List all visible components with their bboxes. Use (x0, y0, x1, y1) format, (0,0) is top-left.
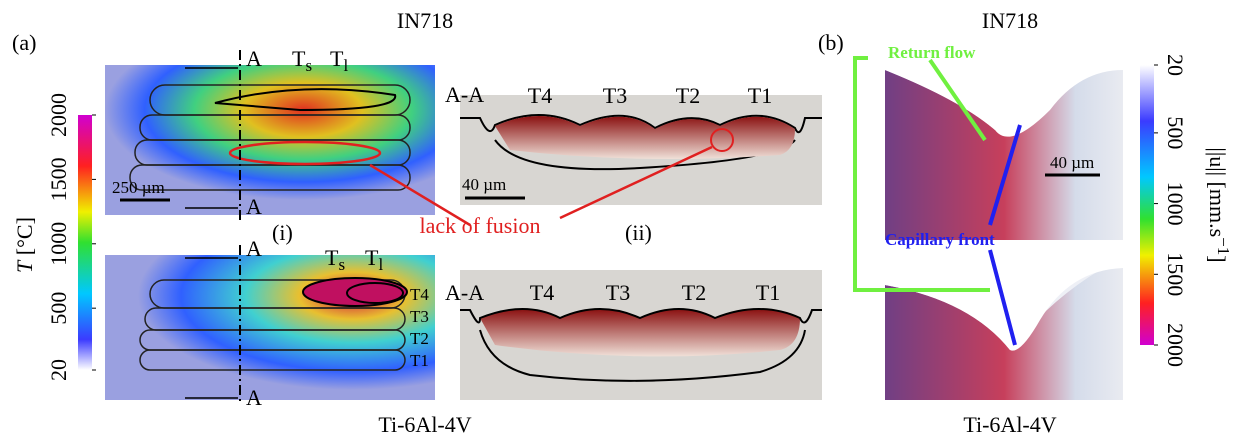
track-label: T2 (682, 280, 706, 305)
return-flow-arrow (853, 56, 990, 292)
isotherm-label: Tl (365, 245, 383, 274)
melt-pool (495, 116, 795, 159)
colorbar-tick-label: 1500 (46, 157, 71, 201)
layer-label: T1 (410, 351, 429, 370)
panel-label: (a) (12, 30, 36, 55)
title: IN718 (397, 8, 453, 33)
flow-field (885, 265, 1123, 400)
colorbar (78, 115, 92, 370)
annotation: Return flow (888, 43, 976, 62)
scale-label: 40 µm (1050, 153, 1094, 172)
title: IN718 (982, 8, 1038, 33)
arrows (185, 67, 238, 209)
colorbar-label: ||u|| [mm.s−1] (1205, 147, 1233, 262)
track-label: T2 (676, 83, 700, 108)
track-label: T4 (528, 83, 552, 108)
section-label: A (246, 236, 262, 261)
isotherm-label: Ts (292, 46, 312, 75)
colorbar-tick-label: 1000 (1163, 182, 1188, 226)
track-label: T3 (606, 280, 630, 305)
colorbar-tick-label: 1500 (1163, 252, 1188, 296)
title: Ti-6Al-4V (963, 412, 1056, 437)
colorbar-tick-label: 2000 (1163, 323, 1188, 367)
panel-label: (b) (818, 30, 844, 55)
section-label: A (246, 385, 262, 410)
scale-label: 40 µm (462, 175, 506, 194)
highlight (228, 140, 382, 166)
scale-label: 250 µm (112, 178, 165, 197)
colorbar-tick-label: 20 (1163, 54, 1188, 76)
layer-label: T3 (410, 307, 429, 326)
colorbar-tick-label: 500 (46, 292, 71, 325)
title: Ti-6Al-4V (378, 412, 471, 437)
melt-pool (480, 309, 800, 357)
annotation-arrow (369, 145, 713, 227)
layer-label: T2 (410, 329, 429, 348)
track-label: T1 (748, 83, 772, 108)
section-label: A (246, 46, 262, 71)
section-label: A (246, 194, 262, 219)
track-label: T4 (530, 280, 554, 305)
colorbar-tick-label: 1000 (46, 222, 71, 266)
cross-section-label: A-A (445, 280, 484, 305)
colorbar-tick-label: 500 (1163, 116, 1188, 149)
track-outlines (129, 84, 411, 191)
sub-label: (ii) (625, 220, 652, 245)
track-label: T3 (603, 83, 627, 108)
arrows (185, 257, 238, 399)
colorbar-label: T [°C] (12, 217, 37, 273)
annotation: Capillary front (885, 230, 995, 249)
melt-outline (460, 308, 822, 382)
isotherm-label: Ts (325, 245, 345, 274)
cross-section-label: A-A (445, 82, 484, 107)
heat-map (105, 255, 435, 400)
colorbar-tick-label: 2000 (46, 93, 71, 137)
isotherm-label: Tl (330, 46, 348, 75)
colorbar-tick-label: 20 (46, 359, 71, 381)
colorbar (1140, 65, 1154, 345)
isotherm (346, 282, 404, 304)
capillary-arrow (988, 124, 1022, 346)
track-label: T1 (756, 280, 780, 305)
highlight (710, 128, 734, 152)
isotherm (302, 277, 408, 307)
layer-label: T4 (410, 285, 429, 304)
annotation: lack of fusion (420, 213, 541, 238)
sub-label: (i) (272, 220, 293, 245)
flow-field (885, 60, 1123, 240)
